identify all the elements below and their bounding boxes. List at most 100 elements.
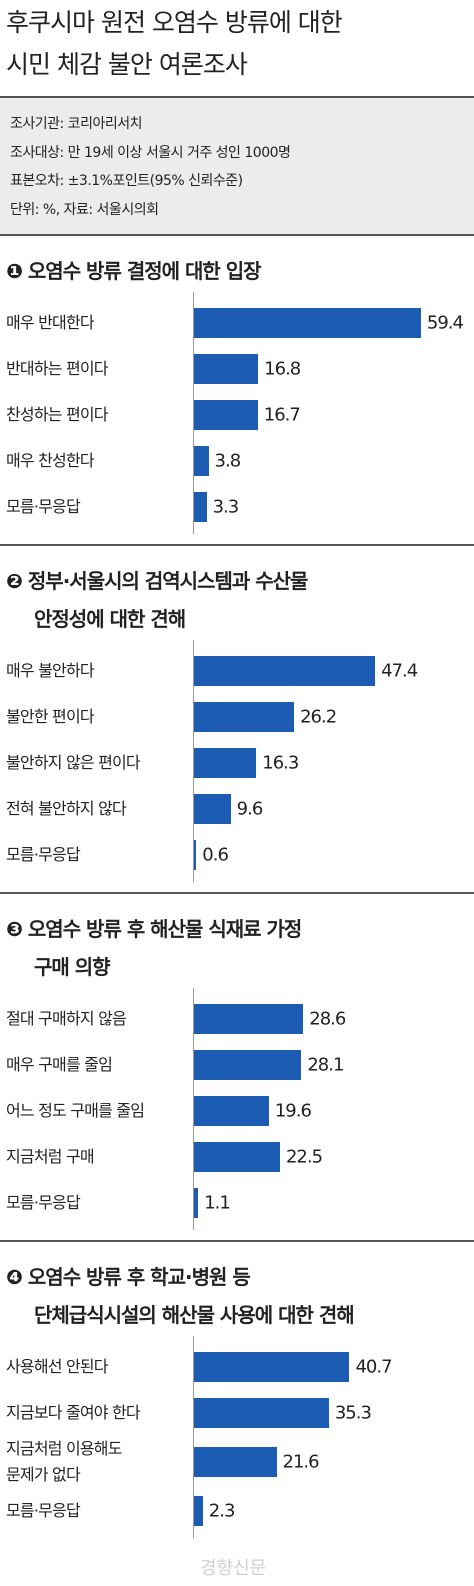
bar-row: 모름·무응답 2.3 (0, 1488, 474, 1534)
category-label: 매우 찬성한다 (6, 451, 95, 470)
category-label: 지금보다 줄여야 한다 (6, 1403, 141, 1422)
value-label: 9.6 (236, 798, 264, 820)
watermark: 경향신문 (200, 1558, 267, 1579)
value-label: 35.3 (334, 1402, 372, 1424)
info-line: 표본오차: ±3.1%포인트(95% 신뢰수준) (10, 173, 243, 189)
category-label: 찬성하는 편이다 (6, 405, 109, 424)
bar-row: 지금보다 줄여야 한다 35.3 (0, 1390, 474, 1436)
bar (194, 1096, 269, 1126)
bar (194, 1188, 199, 1218)
bar-row: 모름·무응답 1.1 (0, 1180, 474, 1226)
value-label: 59.4 (426, 312, 464, 334)
plot-area: 매우 불안하다 47.4 불안한 편이다 26.2 불안하지 않은 편이다 16.3 전혀 … (0, 640, 474, 882)
page-title: 후쿠시마 원전 오염수 방류에 대한 시민 체감 불안 여론조사 (6, 8, 343, 79)
value-label: 16.3 (262, 752, 299, 774)
chart-title: ❸ 오염수 방류 후 해산물 식재료 가정 구매 의향 (6, 917, 302, 979)
value-label: 16.7 (263, 404, 301, 426)
bar (194, 1447, 277, 1477)
bar (194, 492, 207, 522)
info-line: 조사기관: 코리아리서치 (10, 116, 142, 132)
category-label: 절대 구매하지 않음 (6, 1009, 127, 1028)
value-label: 3.8 (214, 450, 242, 472)
value-label: 40.7 (355, 1356, 392, 1378)
value-label: 0.6 (202, 844, 229, 866)
plot-area: 매우 반대한다 59.4 반대하는 편이다 16.8 찬성하는 편이다 16.7 매우 찬성… (0, 292, 474, 534)
bar-row: 모름·무응답 3.3 (0, 484, 474, 530)
category-label: 모름·무응답 (6, 1501, 81, 1520)
bar-row: 불안하지 않은 편이다 16.3 (0, 740, 474, 786)
value-label: 2.3 (208, 1500, 236, 1522)
chart-title: ❶ 오염수 방류 결정에 대한 입장 (6, 259, 262, 283)
bar-row: 전혀 불안하지 않다 9.6 (0, 786, 474, 832)
axis-line (193, 1336, 194, 1538)
value-label: 28.6 (309, 1008, 346, 1030)
category-label: 불안한 편이다 (6, 707, 95, 726)
bar-row: 지금처럼 구매 22.5 (0, 1134, 474, 1180)
bar-row: 어느 정도 구매를 줄임 19.6 (0, 1088, 474, 1134)
value-label: 22.5 (285, 1146, 323, 1168)
category-label: 모름·무응답 (6, 845, 81, 864)
category-label: 지금처럼 구매 (6, 1147, 95, 1166)
value-label: 16.8 (264, 358, 301, 380)
axis-line (193, 640, 194, 882)
chart-section: ❹ 오염수 방류 후 학교·병원 등 단체급식시설의 해산물 사용에 대한 견해… (0, 1242, 474, 1548)
plot-area: 사용해선 안된다 40.7 지금보다 줄여야 한다 35.3 지금처럼 이용해도 문제가… (0, 1336, 474, 1538)
bar (194, 1050, 302, 1080)
bar-row: 매우 반대한다 59.4 (0, 300, 474, 346)
category-label: 매우 구매를 줄임 (6, 1055, 113, 1074)
category-label: 전혀 불안하지 않다 (6, 799, 127, 818)
axis-line (193, 292, 194, 534)
category-label: 모름·무응답 (6, 1193, 81, 1212)
category-label: 모름·무응답 (6, 497, 81, 516)
category-label: 불안하지 않은 편이다 (6, 753, 141, 772)
bar (194, 1496, 203, 1526)
info-line: 조사대상: 만 19세 이상 서울시 거주 성인 1000명 (10, 144, 291, 161)
bar (194, 308, 421, 338)
category-label: 매우 반대한다 (6, 313, 95, 332)
bar (194, 840, 197, 870)
bar-row: 반대하는 편이다 16.8 (0, 346, 474, 392)
bar (194, 400, 258, 430)
value-label: 1.1 (204, 1192, 231, 1214)
category-label: 반대하는 편이다 (6, 359, 109, 378)
bar (194, 1398, 329, 1428)
value-label: 47.4 (381, 660, 418, 682)
bar-row: 절대 구매하지 않음 28.6 (0, 996, 474, 1042)
bar (194, 1142, 280, 1172)
value-label: 21.6 (282, 1451, 320, 1473)
info-line: 단위: %, 자료: 서울시의회 (10, 201, 159, 218)
chart-title: ❷ 정부·서울시의 검역시스템과 수산물 안정성에 대한 견해 (6, 569, 308, 631)
bar (194, 702, 295, 732)
category-label: 지금처럼 이용해도 문제가 없다 (6, 1439, 122, 1484)
bar (194, 794, 231, 824)
bar-row: 불안한 편이다 26.2 (0, 694, 474, 740)
bar-row: 사용해선 안된다 40.7 (0, 1344, 474, 1390)
bar (194, 656, 376, 686)
bar (194, 1352, 350, 1382)
value-label: 28.1 (307, 1054, 344, 1076)
axis-line (193, 988, 194, 1230)
bar-row: 매우 구매를 줄임 28.1 (0, 1042, 474, 1088)
bar-row: 지금처럼 이용해도 문제가 없다 21.6 (0, 1436, 474, 1488)
category-label: 매우 불안하다 (6, 661, 95, 680)
bar-row: 매우 불안하다 47.4 (0, 648, 474, 694)
bar (194, 446, 209, 476)
category-label: 어느 정도 구매를 줄임 (6, 1101, 145, 1120)
value-label: 3.3 (212, 496, 240, 518)
chart-title: ❹ 오염수 방류 후 학교·병원 등 단체급식시설의 해산물 사용에 대한 견해 (6, 1265, 355, 1327)
category-label: 사용해선 안된다 (6, 1357, 109, 1376)
bar-row: 모름·무응답 0.6 (0, 832, 474, 878)
value-label: 26.2 (300, 706, 337, 728)
bar-row: 매우 찬성한다 3.8 (0, 438, 474, 484)
bar (194, 354, 259, 384)
bar (194, 748, 257, 778)
plot-area: 절대 구매하지 않음 28.6 매우 구매를 줄임 28.1 어느 정도 구매를 줄임 1… (0, 988, 474, 1230)
bar-row: 찬성하는 편이다 16.7 (0, 392, 474, 438)
bar (194, 1004, 304, 1034)
